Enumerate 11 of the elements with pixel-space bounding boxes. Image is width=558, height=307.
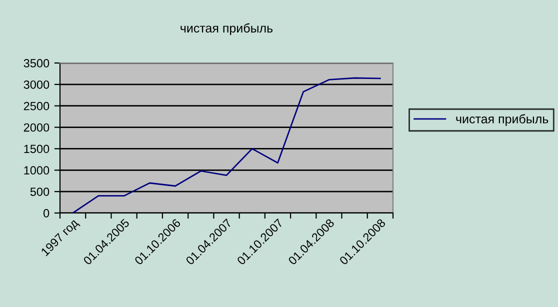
y-tick-label: 3500 bbox=[24, 59, 50, 68]
y-tick-label: 2000 bbox=[24, 123, 50, 132]
chart-title: чистая прибыль bbox=[180, 23, 273, 36]
y-tick-label: 3000 bbox=[24, 80, 50, 89]
y-tick-label: 1000 bbox=[24, 166, 50, 175]
y-tick-label: 0 bbox=[43, 209, 50, 218]
line-series bbox=[72, 77, 381, 213]
y-tick-label: 2500 bbox=[24, 102, 50, 110]
y-tick-label: 1500 bbox=[24, 144, 50, 154]
legend-label: чистая прибыль bbox=[456, 114, 548, 126]
y-tick-label: 500 bbox=[30, 188, 50, 196]
